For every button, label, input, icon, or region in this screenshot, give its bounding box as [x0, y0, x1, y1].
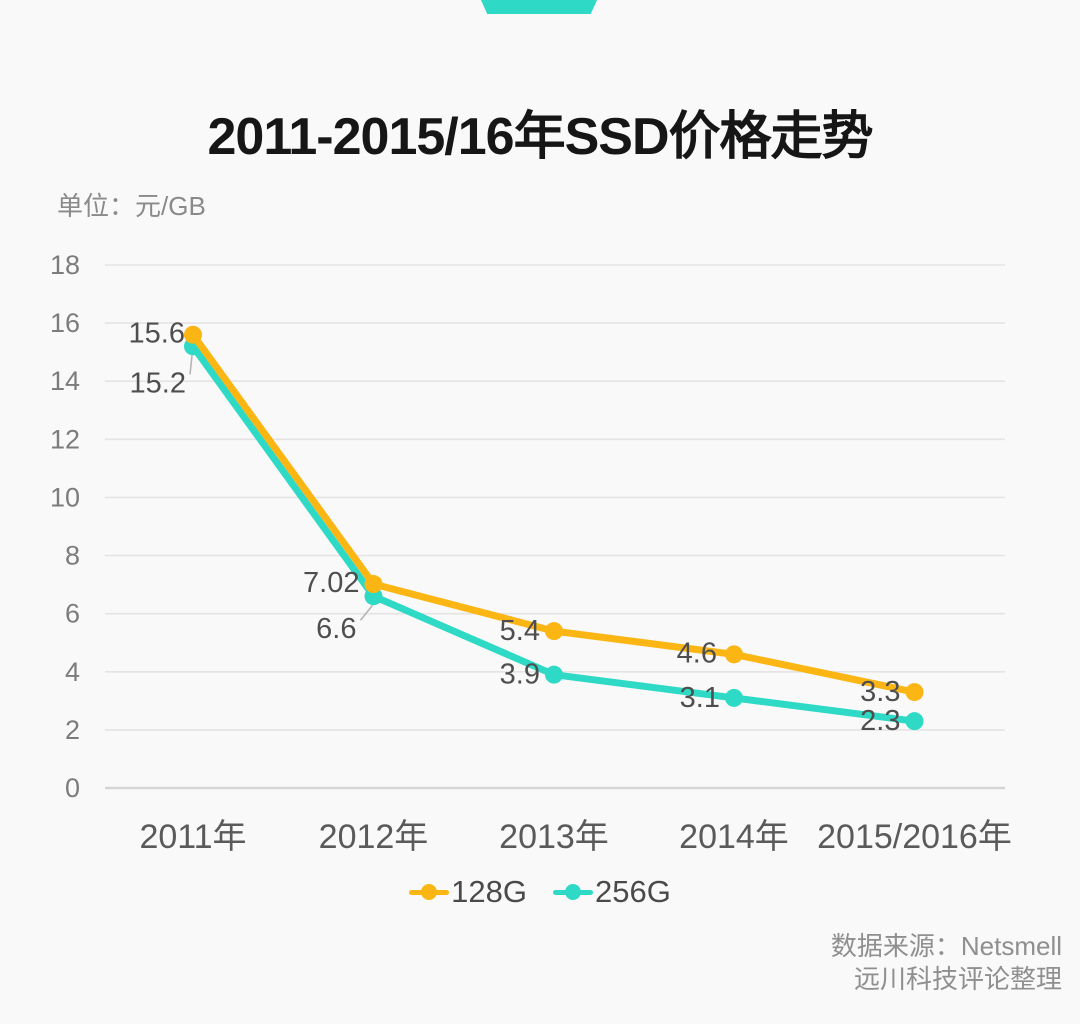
y-tick-label: 2: [65, 715, 80, 745]
legend-label-128g: 128G: [451, 874, 527, 909]
series-256g: [184, 337, 924, 731]
y-tick-label: 4: [65, 657, 80, 687]
data-label: 7.02: [303, 567, 359, 599]
data-source: 数据来源：Netsmell 远川科技评论整理: [831, 930, 1062, 996]
series-128g: [184, 325, 924, 702]
series-line: [189, 342, 918, 725]
y-tick-label: 18: [50, 250, 80, 280]
data-label: 15.2: [130, 367, 186, 399]
data-labels: 15.6 7.02 5.4 4.6 3.3 15.2 6.6 3.9 3.1 2.3: [129, 318, 901, 737]
legend-item-128g: 128G: [409, 874, 527, 910]
legend-label-256g: 256G: [595, 874, 671, 909]
data-point: [905, 683, 924, 702]
y-tick-label: 14: [50, 366, 80, 396]
x-tick-label: 2014年: [679, 818, 789, 856]
y-tick-label: 16: [50, 308, 80, 338]
data-point: [545, 665, 563, 684]
data-point: [725, 688, 743, 707]
chart-title: 2011-2015/16年SSD价格走势: [207, 108, 873, 166]
data-point: [364, 575, 383, 594]
x-axis-labels: 2011年 2012年 2013年 2014年 2015/2016年: [139, 818, 1011, 856]
data-label: 3.3: [860, 676, 900, 708]
data-point: [184, 325, 202, 344]
legend-item-256g: 256G: [553, 874, 671, 910]
y-axis-unit-label: 单位：元/GB: [57, 191, 206, 221]
data-point: [905, 712, 924, 731]
y-tick-label: 0: [65, 773, 80, 803]
data-point: [545, 622, 563, 641]
data-label: 2.3: [860, 705, 900, 737]
y-tick-label: 8: [65, 541, 80, 571]
legend-marker-256g-icon: [553, 883, 593, 901]
data-label: 15.6: [129, 318, 185, 350]
x-tick-label: 2015/2016年: [817, 818, 1012, 856]
y-tick-label: 6: [65, 599, 80, 629]
data-label: 6.6: [316, 613, 356, 645]
chart-legend: 128G 256G: [0, 874, 1080, 910]
data-point: [725, 645, 743, 664]
data-label: 4.6: [677, 637, 717, 669]
label-leader-line: [189, 355, 193, 375]
legend-marker-128g-icon: [409, 883, 450, 901]
source-line-1: 数据来源：Netsmell: [830, 931, 1062, 961]
data-label: 3.1: [680, 682, 720, 714]
data-label: 5.4: [500, 615, 540, 647]
x-tick-label: 2012年: [319, 818, 429, 856]
x-tick-label: 2013年: [499, 818, 609, 856]
y-tick-label: 10: [50, 482, 80, 512]
y-tick-label: 12: [50, 424, 80, 454]
accent-ribbon-icon: [481, 0, 597, 14]
x-tick-label: 2011年: [139, 818, 246, 856]
label-leader-line: [359, 604, 374, 621]
source-line-2: 远川科技评论整理: [853, 964, 1062, 994]
data-label: 3.9: [500, 659, 540, 691]
y-axis-ticks: 0 2 4 6 8 10 12 14 16 18: [50, 250, 80, 803]
